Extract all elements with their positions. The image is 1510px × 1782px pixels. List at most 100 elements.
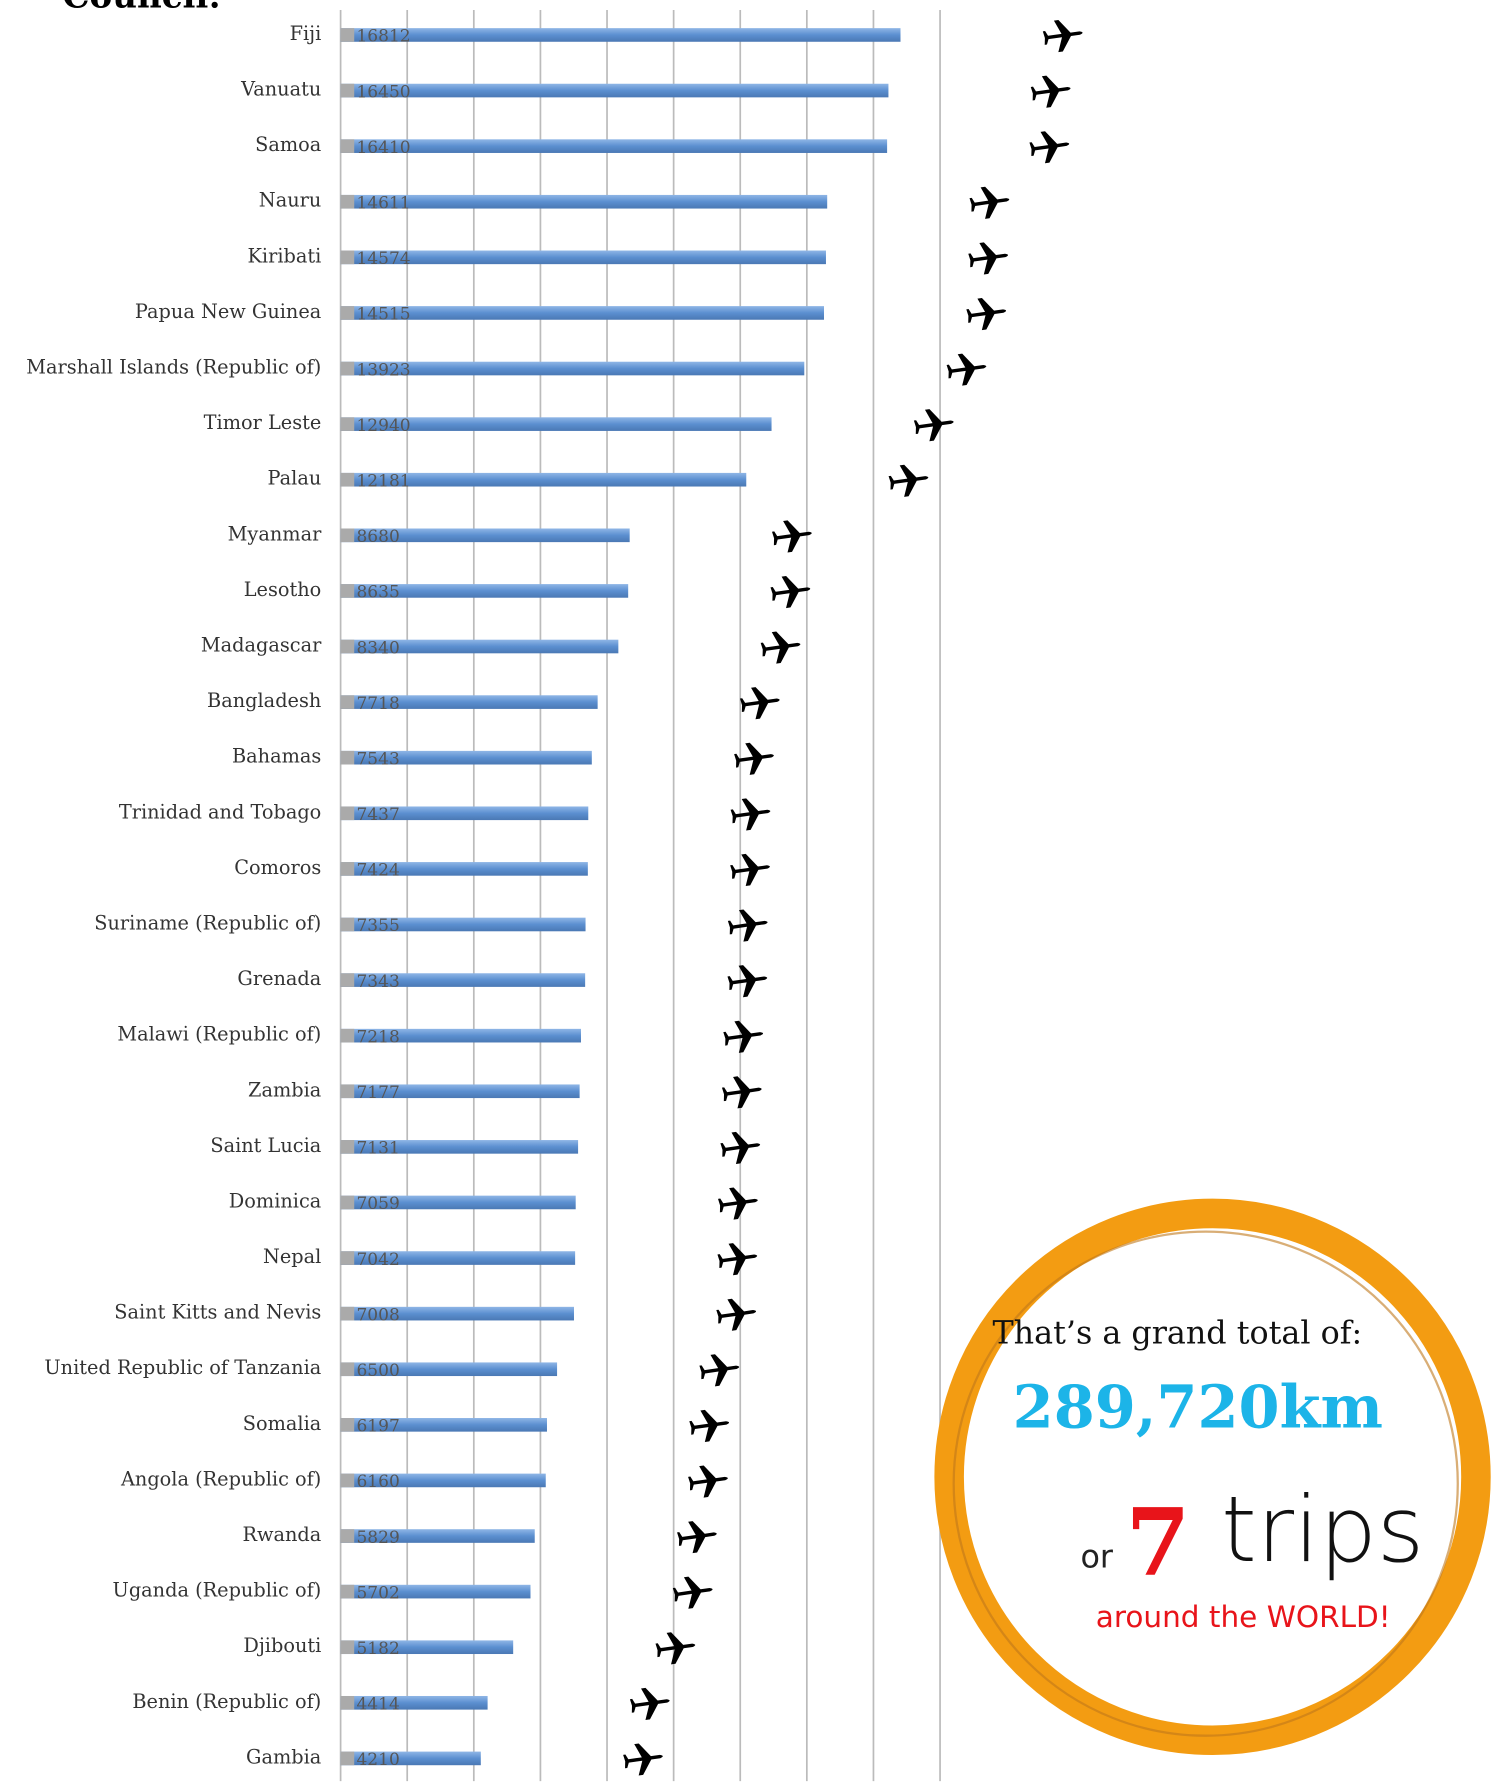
bar-cap (341, 251, 355, 265)
bar-cap (341, 695, 355, 709)
bar-cap (341, 1362, 355, 1376)
value-label: 7424 (356, 861, 399, 881)
plane-icon (733, 740, 776, 777)
plane-icon (769, 573, 812, 610)
category-label: Bahamas (232, 745, 321, 768)
category-label: Djibouti (243, 1634, 321, 1657)
grid (341, 10, 940, 1781)
bar (341, 84, 889, 98)
plane-icon (698, 1351, 741, 1388)
plane-icon (672, 1574, 715, 1611)
value-label: 12940 (356, 416, 410, 436)
plane-icon (887, 462, 930, 499)
value-label: 8635 (356, 583, 399, 603)
value-label: 6500 (356, 1361, 399, 1381)
plane-icon (1042, 17, 1085, 54)
value-label: 14515 (356, 305, 410, 325)
bar-cap (341, 28, 355, 42)
plane-icon (687, 1462, 730, 1499)
plane-icon (721, 1073, 764, 1110)
bar-cap (341, 584, 355, 598)
plane-icon (716, 1240, 759, 1277)
plane-icon (965, 295, 1008, 332)
plane-icon (1030, 73, 1073, 110)
total-distance: 289,720km (1013, 1373, 1383, 1442)
plane-icon (688, 1407, 731, 1444)
plane-icon (759, 628, 802, 665)
plane-icon (727, 906, 770, 943)
total-intro: That’s a grand total of: (993, 1315, 1363, 1351)
plane-icon (622, 1740, 665, 1777)
trip-count: 7 (1126, 1488, 1191, 1597)
bar (341, 139, 888, 153)
plane-icon (676, 1518, 719, 1555)
value-label: 7543 (356, 749, 399, 769)
plane-icon (726, 962, 769, 999)
value-label: 7718 (356, 694, 399, 714)
bar-cap (341, 1196, 355, 1210)
bar-cap (341, 1140, 355, 1154)
plane-icon (722, 1018, 765, 1055)
total-callout: That’s a grand total of: 289,720km or 7 … (949, 1213, 1476, 1740)
category-label: Bangladesh (207, 689, 321, 712)
value-label: 7437 (356, 805, 399, 825)
category-label: Comoros (234, 856, 321, 879)
category-label: Samoa (255, 133, 321, 156)
category-label: United Republic of Tanzania (44, 1356, 321, 1379)
bar (341, 28, 901, 42)
value-label: 16450 (356, 82, 410, 102)
bar-cap (341, 1696, 355, 1710)
plane-icon (739, 684, 782, 721)
category-label: Saint Kitts and Nevis (114, 1301, 321, 1324)
bar-cap (341, 139, 355, 153)
or-text: or (1080, 1540, 1113, 1576)
category-label: Benin (Republic of) (132, 1690, 321, 1713)
plane-icon (945, 350, 988, 387)
category-label: Gambia (246, 1745, 321, 1768)
value-label: 12181 (356, 471, 410, 491)
bar-cap (341, 806, 355, 820)
category-label: Palau (268, 467, 322, 490)
bar-cap (341, 1418, 355, 1432)
category-label: Myanmar (228, 522, 322, 545)
category-label: Zambia (248, 1078, 321, 1101)
category-label: Saint Lucia (210, 1134, 321, 1157)
bar-cap (341, 1585, 355, 1599)
bar-cap (341, 973, 355, 987)
category-label: Nauru (259, 189, 321, 212)
category-label: Madagascar (201, 633, 322, 656)
value-label: 16812 (356, 27, 410, 47)
bar (341, 195, 828, 209)
bar (341, 306, 824, 320)
category-label: Angola (Republic of) (120, 1467, 321, 1490)
value-label: 4414 (356, 1695, 399, 1715)
value-label: 14611 (356, 194, 410, 214)
plane-icon (629, 1685, 672, 1722)
value-label: 7059 (356, 1194, 399, 1214)
chart-title: Council: (62, 0, 220, 17)
bar-cap (341, 1474, 355, 1488)
bar-cap (341, 1640, 355, 1654)
category-label: Trinidad and Tobago (119, 800, 321, 823)
bar-cap (341, 84, 355, 98)
category-label: Somalia (243, 1412, 322, 1435)
plane-icon (968, 184, 1011, 221)
bar-cap (341, 195, 355, 209)
category-label: Lesotho (244, 578, 322, 601)
plane-icon (715, 1296, 758, 1333)
value-label: 14574 (356, 249, 410, 269)
bar-cap (341, 417, 355, 431)
bar-cap (341, 640, 355, 654)
category-label: Dominica (229, 1189, 321, 1212)
world-text: around the WORLD! (1096, 1600, 1391, 1634)
plane-icon (729, 795, 772, 832)
value-label: 6197 (356, 1417, 399, 1437)
value-label: 7008 (356, 1305, 399, 1325)
value-label: 8340 (356, 638, 399, 658)
value-label: 5702 (356, 1583, 399, 1603)
value-label: 7131 (356, 1139, 399, 1159)
value-label: 5829 (356, 1528, 399, 1548)
bar-cap (341, 1307, 355, 1321)
page: {"chart_data": {"type": "bar", "orientat… (0, 0, 1510, 1782)
value-label: 7343 (356, 972, 399, 992)
